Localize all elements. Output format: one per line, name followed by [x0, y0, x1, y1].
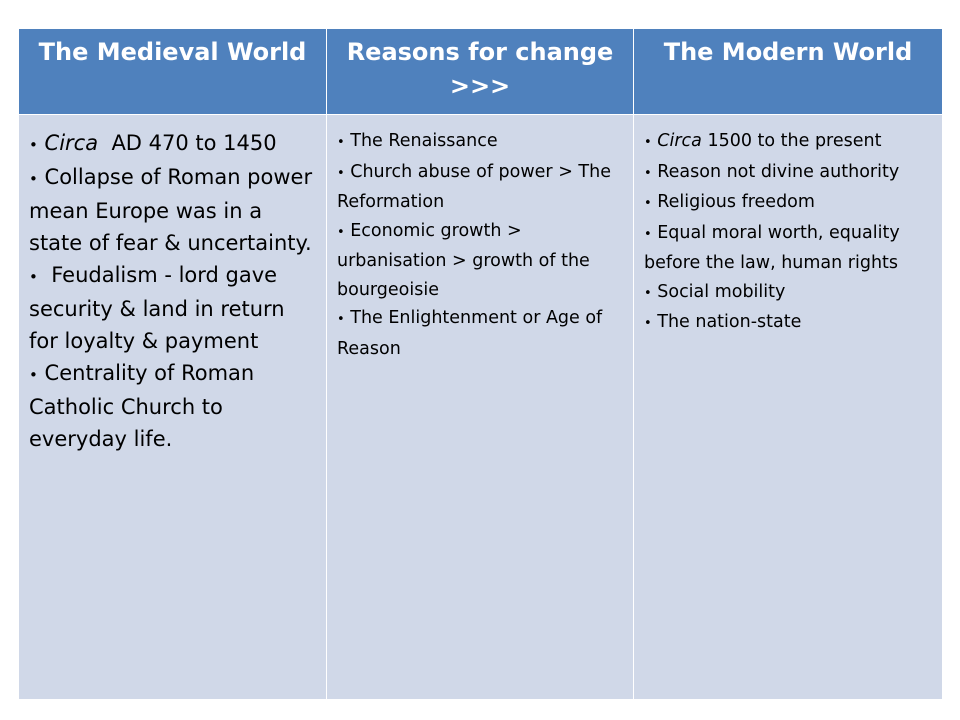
list-item: • Social mobility [644, 278, 934, 309]
list-item: • Religious freedom [644, 188, 934, 219]
list-item-text: The Enlightenment or Age of Reason [337, 308, 608, 359]
bullet-icon: • [337, 312, 345, 327]
bullet-icon: • [29, 170, 38, 188]
bullet-icon: • [644, 135, 652, 150]
list-item-text: Feudalism - lord gave security & land in… [29, 263, 292, 353]
bullet-icon: • [644, 285, 652, 301]
modern-column: • Circa 1500 to the present • Reason not … [633, 114, 943, 700]
medieval-list: • Circa AD 470 to 1450 • Collapse of Roma… [29, 127, 318, 455]
table-header: The Medieval World Reasons for change >>… [18, 28, 943, 115]
bullet-icon: • [337, 135, 345, 150]
reasons-list: • The Renaissance • Church abuse of power… [337, 127, 625, 363]
list-item-text: AD 470 to 1450 [98, 131, 277, 155]
bullet-icon: • [644, 165, 652, 181]
list-item: • Feudalism - lord gave security & land … [29, 259, 318, 357]
list-item: • The Enlightenment or Age of Reason [337, 304, 625, 363]
header-row: The Medieval World Reasons for change >>… [18, 28, 943, 115]
bullet-icon: • [337, 165, 345, 181]
list-item-text: Economic growth > urbanisation > growth … [337, 220, 596, 300]
bullet-icon: • [337, 224, 345, 240]
list-item-text: Reason not divine authority [657, 161, 900, 182]
medieval-column: • Circa AD 470 to 1450 • Collapse of Roma… [18, 114, 327, 700]
list-item-italic-text: Circa [44, 131, 99, 155]
list-item-italic-text: Circa [657, 131, 702, 151]
bullet-icon: • [29, 136, 38, 154]
list-item-text: The Renaissance [350, 131, 498, 151]
list-item: • Economic growth > urbanisation > growt… [337, 217, 625, 305]
content-row: • Circa AD 470 to 1450 • Collapse of Roma… [18, 114, 943, 700]
list-item: • The nation-state [644, 308, 934, 339]
header-modern-world: The Modern World [633, 28, 943, 115]
reasons-column: • The Renaissance • Church abuse of power… [326, 114, 634, 700]
list-item: • Circa AD 470 to 1450 [29, 127, 318, 161]
bullet-icon: • [644, 196, 652, 211]
list-item: • Circa 1500 to the present [644, 127, 934, 158]
header-medieval-world: The Medieval World [18, 28, 327, 115]
list-item: • Centrality of Roman Catholic Church to… [29, 357, 318, 455]
list-item-text: Centrality of Roman Catholic Church to e… [29, 361, 261, 451]
bullet-icon: • [29, 366, 38, 384]
list-item: • Collapse of Roman power mean Europe wa… [29, 161, 318, 259]
bullet-icon: • [644, 226, 652, 242]
list-item-text: Collapse of Roman power mean Europe was … [29, 165, 319, 255]
list-item: • Reason not divine authority [644, 158, 934, 189]
bullet-icon: • [644, 316, 652, 331]
comparison-table: The Medieval World Reasons for change >>… [18, 28, 943, 700]
list-item-text: Church abuse of power > The Reformation [337, 161, 617, 213]
table-body: • Circa AD 470 to 1450 • Collapse of Roma… [18, 114, 943, 700]
list-item-text: The nation-state [657, 312, 802, 332]
list-item-text: Social mobility [657, 281, 786, 302]
bullet-icon: • [29, 268, 38, 286]
list-item: • Church abuse of power > The Reformatio… [337, 158, 625, 217]
list-item-text: 1500 to the present [701, 131, 882, 151]
list-item: • Equal moral worth, equality before the… [644, 219, 934, 278]
list-item-text: Religious freedom [657, 192, 815, 212]
modern-list: • Circa 1500 to the present • Reason not … [644, 127, 934, 339]
list-item-text: Equal moral worth, equality before the l… [644, 222, 906, 274]
header-reasons-for-change: Reasons for change >>> [326, 28, 634, 115]
list-item: • The Renaissance [337, 127, 625, 158]
